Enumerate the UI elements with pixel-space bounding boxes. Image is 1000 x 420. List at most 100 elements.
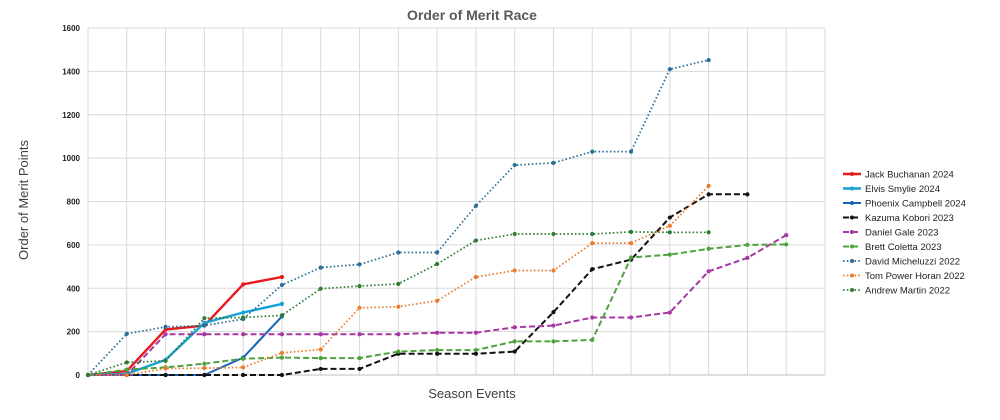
data-point — [628, 255, 634, 260]
data-point — [667, 230, 672, 235]
data-point — [706, 269, 711, 274]
data-point — [628, 229, 634, 234]
data-point — [435, 261, 440, 267]
data-point — [667, 310, 672, 315]
y-tick-label: 600 — [67, 241, 81, 250]
data-point — [318, 355, 323, 361]
legend-label: Jack Buchanan 2024 — [865, 170, 954, 181]
legend-label: Tom Power Horan 2022 — [865, 271, 965, 282]
y-tick-label: 200 — [67, 328, 81, 337]
data-point — [473, 203, 478, 208]
data-point — [124, 367, 129, 372]
data-point — [241, 315, 246, 320]
data-point — [473, 330, 478, 335]
y-tick-label: 1200 — [62, 111, 80, 120]
data-point — [357, 283, 362, 289]
data-point — [435, 330, 440, 335]
series-layer — [85, 57, 789, 378]
legend-label: David Micheluzzi 2022 — [865, 257, 960, 268]
data-point — [667, 223, 672, 228]
data-point — [357, 305, 362, 310]
data-point — [551, 339, 556, 344]
data-point — [667, 67, 672, 72]
legend-marker — [850, 259, 854, 263]
data-point — [241, 310, 246, 315]
legend-item: Tom Power Horan 2022 — [843, 271, 965, 282]
legend-marker — [850, 201, 854, 205]
data-point — [163, 324, 168, 329]
data-point — [357, 355, 362, 361]
data-point — [279, 274, 285, 280]
data-point — [590, 231, 595, 237]
legend-label: Daniel Gale 2023 — [865, 228, 938, 239]
data-point — [85, 372, 91, 378]
data-point — [241, 282, 246, 287]
data-point — [396, 250, 401, 255]
data-point — [551, 268, 556, 273]
data-point — [706, 246, 711, 251]
data-point — [745, 242, 750, 247]
data-point — [124, 331, 129, 336]
data-point — [745, 192, 750, 197]
data-point — [163, 366, 168, 371]
legend: Jack Buchanan 2024 Elvis Smylie 2024 Phoen… — [843, 170, 966, 297]
data-point — [590, 149, 595, 154]
y-tick-label: 0 — [76, 371, 81, 380]
data-point — [202, 332, 207, 337]
data-point — [590, 241, 595, 246]
legend-marker — [850, 244, 854, 249]
data-point — [357, 262, 362, 267]
data-point — [628, 315, 634, 320]
data-point — [512, 339, 517, 344]
data-point — [163, 358, 168, 364]
data-point — [202, 361, 207, 366]
data-point — [357, 332, 362, 337]
data-point — [396, 332, 401, 337]
series-6 — [85, 57, 711, 378]
data-point — [202, 372, 207, 378]
data-point — [473, 238, 478, 243]
y-tick-label: 1400 — [62, 67, 80, 76]
data-point — [202, 316, 207, 321]
y-tick-label: 1000 — [62, 154, 80, 163]
data-point — [745, 255, 750, 260]
data-point — [551, 323, 556, 328]
data-point — [241, 332, 246, 337]
data-point — [784, 233, 789, 238]
data-point — [628, 149, 634, 154]
legend-item: Jack Buchanan 2024 — [843, 170, 954, 181]
data-point — [551, 231, 556, 237]
data-point — [435, 250, 440, 255]
data-point — [202, 365, 207, 371]
data-point — [667, 252, 672, 257]
data-point — [279, 282, 285, 288]
data-point — [357, 366, 362, 372]
data-point — [318, 366, 323, 372]
data-point — [124, 372, 129, 378]
data-point — [318, 332, 323, 337]
legend-item: Kazuma Kobori 2023 — [843, 213, 954, 224]
y-tick-label: 1600 — [62, 24, 80, 33]
legend-item: Brett Coletta 2023 — [843, 242, 942, 253]
series-line — [88, 193, 748, 376]
data-point — [590, 337, 595, 342]
legend-label: Kazuma Kobori 2023 — [865, 213, 954, 224]
series-8 — [85, 229, 711, 378]
legend-marker — [850, 215, 854, 220]
data-point — [512, 231, 517, 237]
data-point — [435, 298, 440, 303]
data-point — [279, 372, 285, 378]
data-point — [706, 183, 711, 188]
legend-label: Phoenix Campbell 2024 — [865, 199, 966, 210]
data-point — [396, 304, 401, 309]
x-axis-title: Season Events — [428, 386, 516, 401]
series-line — [87, 59, 709, 376]
data-point — [512, 325, 517, 330]
data-point — [163, 332, 168, 337]
data-point — [279, 301, 285, 306]
data-point — [318, 286, 323, 291]
data-point — [279, 313, 285, 318]
data-point — [590, 267, 595, 272]
